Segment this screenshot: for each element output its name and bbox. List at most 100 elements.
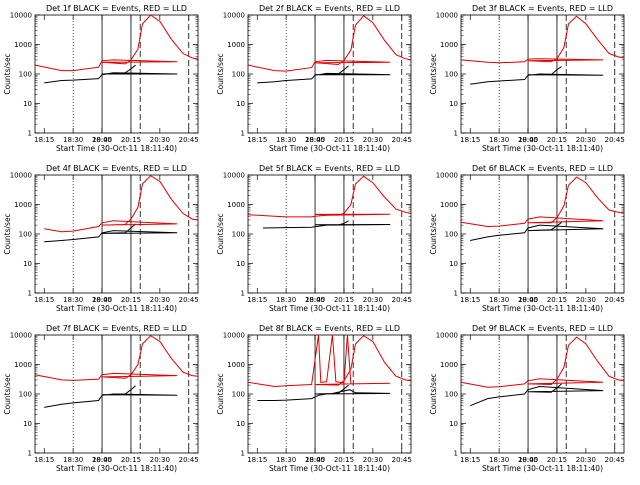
y-tick-label: 1: [454, 290, 458, 298]
events-series-line: [470, 383, 604, 407]
y-axis-label: Counts/sec: [3, 53, 12, 94]
x-tick-label: 20:45: [605, 296, 625, 304]
panel-title: Det 7f BLACK = Events, RED = LLD: [46, 324, 187, 333]
y-tick-label: 100: [232, 231, 245, 239]
x-axis-label: Start Time (30-Oct-11 18:11:40): [56, 464, 177, 473]
x-tick-label: 20:15: [547, 136, 567, 144]
y-tick-label: 10: [449, 260, 458, 268]
plot-frame: [247, 174, 412, 294]
x-tick-label: 18:30: [276, 136, 296, 144]
y-tick-label: 10: [449, 100, 458, 108]
lld-series-line: [247, 15, 412, 72]
y-axis-label: Counts/sec: [216, 213, 225, 254]
y-tick-label: 1: [454, 450, 458, 458]
events-series-line: [257, 384, 391, 401]
y-tick-label: 10000: [436, 332, 458, 340]
y-tick-label: 100: [19, 391, 32, 399]
panel-title: Det 8f BLACK = Events, RED = LLD: [259, 324, 400, 333]
x-tick-label: 20:15: [547, 456, 567, 464]
x-axis-label: Start Time (30-Oct-11 18:11:40): [482, 304, 603, 313]
panel-4: Det 4f BLACK = Events, RED = LLD 1 10 100 10…: [3, 164, 199, 313]
y-tick-label: 100: [232, 71, 245, 79]
panel-title: Det 6f BLACK = Events, RED = LLD: [472, 164, 613, 173]
x-axis-label: Start Time (30-Oct-11 18:11:40): [482, 464, 603, 473]
events-series-line: [257, 65, 391, 84]
lld-series-line: [460, 176, 625, 228]
x-tick-label: 18:30: [489, 456, 509, 464]
lld-series-line: [34, 14, 199, 72]
y-tick-label: 1000: [227, 201, 245, 209]
y-axis-label: Counts/sec: [429, 213, 438, 254]
lld-series-line: [460, 336, 625, 388]
lld-series-line: [247, 334, 412, 388]
y-tick-label: 100: [445, 391, 458, 399]
events-series-line: [262, 220, 391, 229]
x-axis-label: Start Time (30-Oct-11 18:11:40): [269, 464, 390, 473]
x-tick-label: 20:15: [547, 296, 567, 304]
x-axis-label: Start Time (30-Oct-11 18:11:40): [269, 144, 390, 153]
x-tick-label: 18:30: [489, 136, 509, 144]
lld-series-line: [247, 175, 412, 218]
x-tick-label: 20:45: [392, 296, 412, 304]
y-tick-label: 10: [23, 260, 32, 268]
x-tick-label: 20:45: [392, 136, 412, 144]
y-tick-label: 1000: [440, 201, 458, 209]
x-tick-label: 20:45: [392, 456, 412, 464]
panel-8: Det 8f BLACK = Events, RED = LLD 1 10 100 10…: [216, 324, 412, 473]
y-tick-label: 1000: [14, 361, 32, 369]
y-axis-label: Counts/sec: [429, 373, 438, 414]
x-axis-label: Start Time (30-Oct-11 18:11:40): [56, 144, 177, 153]
x-tick-label: 20:00: [92, 456, 112, 464]
y-tick-label: 1000: [440, 361, 458, 369]
y-tick-label: 10000: [223, 172, 245, 180]
y-tick-label: 1: [241, 290, 245, 298]
plot-frame: [34, 174, 199, 294]
y-tick-label: 10: [236, 420, 245, 428]
x-tick-label: 18:45: [92, 296, 112, 304]
x-tick-label: 20:00: [518, 456, 538, 464]
events-series-line: [44, 64, 178, 84]
x-tick-label: 20:30: [150, 456, 170, 464]
x-tick-label: 18:45: [305, 296, 325, 304]
x-tick-label: 20:45: [179, 136, 199, 144]
y-tick-label: 10: [236, 260, 245, 268]
x-tick-label: 20:45: [605, 136, 625, 144]
x-tick-label: 18:15: [247, 296, 267, 304]
x-tick-label: 18:15: [34, 136, 54, 144]
x-tick-label: 18:30: [63, 456, 83, 464]
x-tick-label: 18:15: [34, 296, 54, 304]
x-tick-label: 18:30: [63, 296, 83, 304]
x-tick-label: 18:15: [247, 136, 267, 144]
y-tick-label: 1: [454, 130, 458, 138]
y-tick-label: 100: [232, 391, 245, 399]
x-tick-label: 18:30: [276, 296, 296, 304]
x-tick-label: 20:00: [305, 136, 325, 144]
y-tick-label: 1: [28, 450, 32, 458]
x-tick-label: 20:30: [363, 456, 383, 464]
events-series-line: [470, 221, 604, 241]
y-tick-label: 1000: [14, 41, 32, 49]
y-tick-label: 10: [23, 100, 32, 108]
panel-9: Det 9f BLACK = Events, RED = LLD 1 10 100 10…: [429, 324, 625, 473]
panel-title: Det 3f BLACK = Events, RED = LLD: [472, 4, 613, 13]
x-tick-label: 20:15: [334, 456, 354, 464]
x-tick-label: 18:45: [305, 136, 325, 144]
panel-title: Det 1f BLACK = Events, RED = LLD: [46, 4, 187, 13]
x-tick-label: 18:45: [518, 136, 538, 144]
y-tick-label: 100: [19, 71, 32, 79]
x-tick-label: 20:00: [92, 136, 112, 144]
x-tick-label: 20:00: [305, 296, 325, 304]
lld-series-line: [44, 175, 199, 233]
y-tick-label: 10000: [223, 332, 245, 340]
x-tick-label: 20:00: [92, 296, 112, 304]
x-tick-label: 20:30: [363, 136, 383, 144]
x-tick-label: 18:45: [518, 296, 538, 304]
x-tick-label: 20:30: [150, 296, 170, 304]
x-tick-label: 18:45: [305, 456, 325, 464]
y-tick-label: 1000: [227, 361, 245, 369]
y-axis-label: Counts/sec: [3, 373, 12, 414]
events-series-line: [44, 385, 178, 408]
y-tick-label: 10: [449, 420, 458, 428]
x-tick-label: 20:30: [150, 136, 170, 144]
